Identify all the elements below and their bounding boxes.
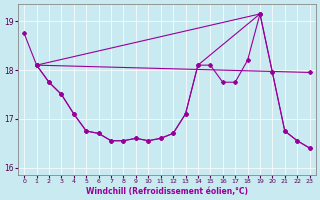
X-axis label: Windchill (Refroidissement éolien,°C): Windchill (Refroidissement éolien,°C) — [86, 187, 248, 196]
